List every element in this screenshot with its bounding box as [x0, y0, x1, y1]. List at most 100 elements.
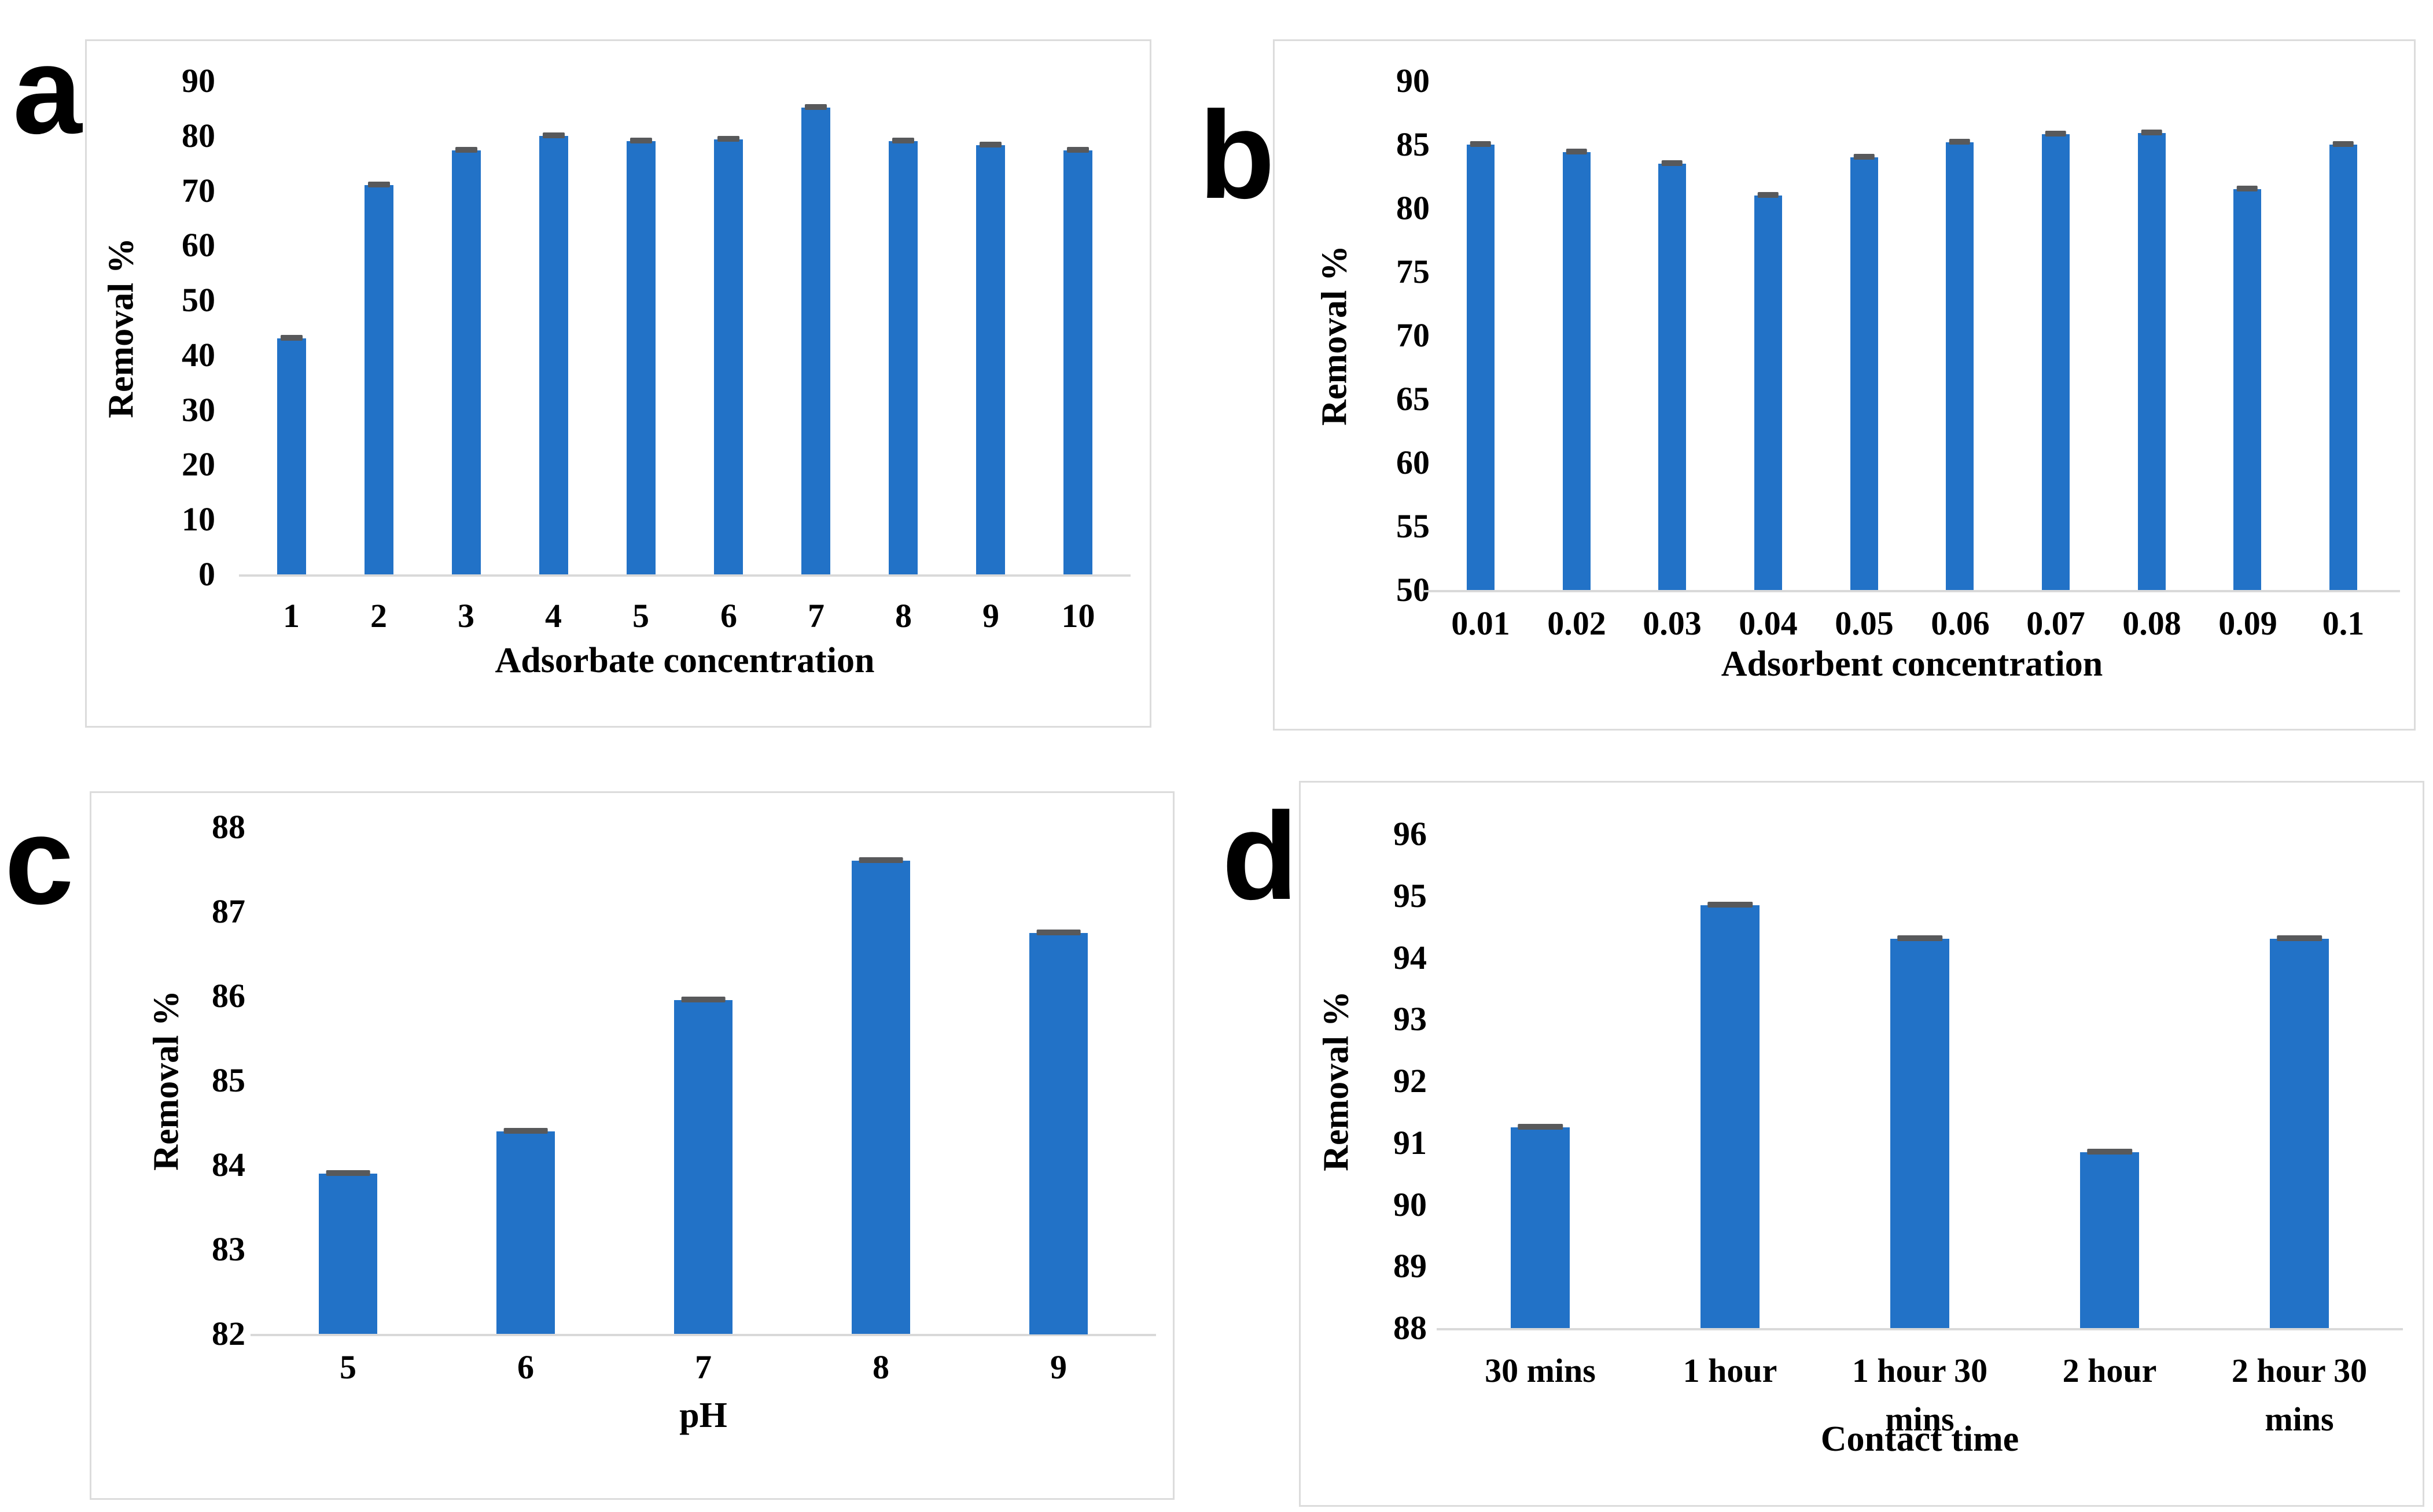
y-tick-label: 87	[212, 893, 245, 930]
error-bar-cap	[368, 182, 390, 187]
bar-c-6	[496, 1128, 555, 1334]
error-bar-cap	[1853, 154, 1875, 160]
y-tick-label: 80	[182, 116, 215, 154]
error-bar-cap	[805, 104, 827, 110]
x-axis-line	[239, 574, 1131, 577]
bar-a-6	[714, 136, 743, 574]
x-axis-line	[1437, 1328, 2403, 1330]
bar-a-5	[627, 138, 656, 574]
error-bar-cap	[1518, 1124, 1563, 1130]
x-tick-label: 3	[458, 597, 474, 635]
y-tick-label: 93	[1393, 1000, 1427, 1038]
y-tick-label: 84	[212, 1146, 245, 1183]
error-bar-cap	[2141, 130, 2163, 135]
bar-b-0.04	[1754, 192, 1782, 590]
error-bar-cap	[1036, 930, 1081, 935]
bar-d-1-hour-30-mins	[1890, 935, 1949, 1328]
y-tick-label: 88	[212, 808, 245, 846]
x-tick-label: 6	[517, 1348, 534, 1386]
error-bar-cap	[859, 857, 903, 863]
y-tick-label: 95	[1393, 876, 1427, 914]
x-tick-label: 2 hour 30 mins	[2231, 1352, 2368, 1439]
y-tick-label: 86	[212, 977, 245, 1015]
x-tick-label: 1 hour	[1683, 1352, 1777, 1389]
x-tick-label: 2	[370, 597, 387, 635]
error-bar-cap	[326, 1170, 370, 1176]
error-bar-cap	[2277, 935, 2322, 941]
x-tick-label: 9	[982, 597, 999, 635]
x-tick-label: 5	[632, 597, 649, 635]
x-tick-label: 0.05	[1835, 604, 1894, 642]
x-tick-label: 0.02	[1547, 604, 1606, 642]
x-tick-label: 0.09	[2218, 604, 2277, 642]
y-tick-label: 70	[182, 171, 215, 209]
x-tick-label: 7	[808, 597, 825, 635]
panel-label-b: b	[1199, 85, 1275, 224]
error-bar-cap	[2236, 186, 2258, 191]
x-axis-line	[251, 1334, 1156, 1336]
panel-label-c: c	[5, 791, 74, 930]
bar-d-1-hour	[1700, 902, 1760, 1328]
bar-b-0.1	[2329, 141, 2357, 590]
bar-b-0.02	[1563, 149, 1591, 590]
bar-a-9	[976, 142, 1005, 574]
error-bar-cap	[1757, 192, 1779, 198]
x-tick-label: 0.08	[2122, 604, 2181, 642]
x-tick-label: 8	[873, 1348, 889, 1386]
error-bar-cap	[1661, 160, 1683, 166]
x-tick-label: 1 hour 30 mins	[1852, 1352, 1988, 1439]
panel-b: Removal % 50 55 60 65 70 75 80 85 90 0.01 0.02 0.03 0…	[1273, 39, 2416, 731]
x-tick-label: 2 hour	[2062, 1352, 2157, 1389]
y-tick-label: 83	[212, 1230, 245, 1268]
y-tick-label: 91	[1393, 1123, 1427, 1161]
panel-label-a: a	[13, 20, 82, 160]
bar-b-0.05	[1850, 154, 1878, 590]
error-bar-cap	[1470, 141, 1492, 147]
x-tick-label: 6	[720, 597, 737, 635]
bar-a-7	[801, 104, 830, 574]
x-tick-label: 0.07	[2026, 604, 2085, 642]
bar-d-30-mins	[1511, 1124, 1570, 1328]
y-tick-label: 75	[1396, 253, 1430, 290]
bar-b-0.08	[2138, 130, 2166, 590]
y-tick-label: 90	[1396, 62, 1430, 99]
x-tick-label: 0.03	[1643, 604, 1702, 642]
x-tick-label: 10	[1061, 597, 1095, 635]
error-bar-cap	[1897, 935, 1942, 941]
bar-c-7	[674, 997, 733, 1334]
y-tick-label: 90	[182, 62, 215, 99]
bar-b-0.06	[1946, 139, 1974, 590]
y-tick-label: 30	[182, 390, 215, 429]
y-tick-label: 89	[1393, 1247, 1427, 1285]
error-bar-cap	[503, 1128, 548, 1134]
y-tick-label: 85	[212, 1061, 245, 1099]
x-tick-label: 1	[283, 597, 300, 635]
y-tick-label: 92	[1393, 1062, 1427, 1100]
y-tick-label: 82	[212, 1315, 245, 1352]
panel-c: Removal % 82 83 84 85 86 87 88 5 6 7 8 9 pH	[90, 791, 1175, 1500]
panel-label-d: d	[1222, 786, 1298, 925]
y-tick-label: 40	[182, 335, 215, 374]
y-tick-label: 94	[1393, 938, 1427, 976]
error-bar-cap	[1949, 139, 1971, 145]
x-tick-label: 8	[895, 597, 912, 635]
x-tick-label: 0.01	[1451, 604, 1510, 642]
y-tick-label: 60	[182, 226, 215, 264]
x-tick-label: 4	[545, 597, 562, 635]
y-tick-label: 85	[1396, 126, 1430, 163]
x-tick-label: 30 mins	[1485, 1352, 1596, 1389]
panel-d: Removal % 88 89 90 91 92 93 94 95 96 30 mins 1 hour…	[1299, 781, 2424, 1507]
y-tick-label: 65	[1396, 380, 1430, 418]
x-tick-label: 9	[1050, 1348, 1067, 1386]
y-tick-label: 50	[1396, 571, 1430, 609]
bar-a-4	[539, 132, 568, 574]
x-tick-label: 0.06	[1931, 604, 1990, 642]
y-tick-label: 70	[1396, 316, 1430, 354]
y-tick-label: 60	[1396, 444, 1430, 481]
y-tick-label: 55	[1396, 507, 1430, 545]
error-bar-cap	[717, 136, 739, 142]
bar-d-2-hour-30-mins	[2270, 935, 2329, 1328]
error-bar-cap	[1707, 902, 1753, 908]
panel-a-x-axis-title: Adsorbate concentration	[495, 641, 875, 680]
